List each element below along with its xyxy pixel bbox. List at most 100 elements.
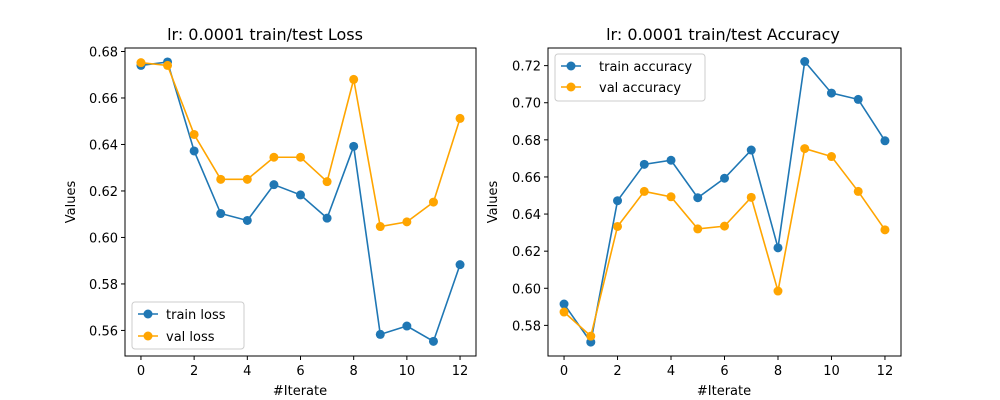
legend-train-loss-marker: [143, 309, 153, 319]
loss-chart-title: lr: 0.0001 train/test Loss: [167, 25, 363, 44]
x-tick-label: 2: [190, 364, 198, 379]
val-loss-point: [349, 74, 359, 84]
x-tick-label: 4: [243, 364, 251, 379]
loss-chart: lr: 0.0001 train/test Loss 0 2 4 6 8 10 12 0.56…: [64, 25, 477, 399]
val-accuracy-point: [853, 186, 863, 196]
val-loss-point: [402, 217, 412, 227]
train-loss-point: [322, 213, 332, 223]
train-accuracy-point: [666, 155, 676, 165]
y-tick-label: 0.66: [89, 92, 118, 107]
accuracy-chart-legend: train accuracy val accuracy: [554, 53, 706, 102]
val-loss-point: [322, 177, 332, 187]
x-tick-label: 0: [560, 364, 568, 379]
x-tick-label: 10: [399, 364, 416, 379]
y-tick-label: 0.58: [89, 278, 118, 293]
train-loss-point: [375, 329, 385, 339]
y-tick-label: 0.70: [512, 97, 541, 112]
val-accuracy-point: [800, 144, 810, 154]
legend-train-accuracy-marker: [566, 61, 576, 71]
legend-train-loss-label: train loss: [166, 308, 226, 323]
train-accuracy-point: [746, 145, 756, 155]
y-tick-label: 0.66: [512, 171, 541, 186]
x-tick-label: 12: [452, 364, 469, 379]
train-accuracy-point: [613, 196, 623, 206]
y-tick-label: 0.56: [89, 324, 118, 339]
loss-chart-frame: [124, 47, 477, 357]
loss-chart-series: [136, 57, 465, 346]
accuracy-chart-title: lr: 0.0001 train/test Accuracy: [606, 25, 840, 44]
legend-train-accuracy-label: train accuracy: [599, 60, 692, 75]
val-loss-point: [242, 174, 252, 184]
accuracy-chart: lr: 0.0001 train/test Accuracy 0 2 4 6 8 10 12…: [486, 25, 902, 399]
accuracy-chart-ticks: 0 2 4 6 8 10 12 0.58 0.60 0.62 0.64 0.66 0.68 0.70 0.7…: [512, 60, 893, 379]
y-tick-label: 0.62: [89, 185, 118, 200]
y-tick-label: 0.68: [89, 45, 118, 60]
y-tick-label: 0.68: [512, 134, 541, 149]
y-tick-label: 0.60: [89, 231, 118, 246]
val-accuracy-point: [666, 192, 676, 202]
y-tick-label: 0.60: [512, 282, 541, 297]
train-loss-point: [216, 209, 226, 219]
x-tick-label: 10: [823, 364, 840, 379]
legend-val-accuracy-marker: [566, 82, 576, 92]
x-tick-label: 2: [613, 364, 621, 379]
x-tick-label: 6: [720, 364, 728, 379]
y-tick-label: 0.64: [512, 208, 541, 223]
val-accuracy-point: [880, 225, 890, 235]
y-tick-label: 0.62: [512, 245, 541, 260]
val-loss-point: [375, 222, 385, 232]
val-accuracy-point: [613, 221, 623, 231]
x-tick-label: 12: [877, 364, 894, 379]
train-loss-point: [455, 260, 465, 270]
val-loss-point: [428, 197, 438, 207]
val-loss-point: [136, 58, 146, 68]
loss-chart-legend: train loss val loss: [131, 301, 245, 350]
val-accuracy-point: [559, 307, 569, 317]
val-loss-point: [296, 152, 305, 162]
accuracy-chart-y-axis-label: Values: [486, 181, 501, 224]
train-loss-point: [402, 321, 412, 331]
train-loss-point: [296, 190, 305, 200]
legend-val-loss-marker: [143, 331, 153, 341]
val-accuracy-point: [826, 152, 836, 162]
val-accuracy-point: [746, 192, 756, 202]
train-accuracy-point: [880, 136, 890, 146]
train-accuracy-point: [773, 243, 783, 253]
loss-chart-y-axis-label: Values: [64, 181, 79, 224]
x-tick-label: 8: [774, 364, 782, 379]
loss-chart-x-axis-label: #Iterate: [273, 384, 327, 399]
val-accuracy-point: [586, 331, 596, 341]
loss-chart-ticks: 0 2 4 6 8 10 12 0.56 0.58 0.60 0.62 0.64 0.66 0.68: [89, 45, 468, 379]
x-tick-label: 0: [137, 364, 145, 379]
train-loss-point: [428, 336, 438, 346]
train-accuracy-point: [720, 173, 729, 183]
accuracy-chart-frame: [547, 47, 902, 357]
val-loss-point: [455, 113, 465, 123]
val-accuracy-point: [639, 186, 649, 196]
train-accuracy-point: [800, 57, 810, 67]
train-accuracy-point: [693, 193, 703, 203]
accuracy-chart-x-axis-label: #Iterate: [697, 384, 751, 399]
train-loss-point: [242, 215, 252, 225]
train-accuracy-point: [559, 299, 569, 309]
val-loss-point: [216, 174, 226, 184]
val-accuracy-point: [773, 286, 783, 296]
legend-val-accuracy-label: val accuracy: [599, 81, 681, 96]
train-loss-point: [349, 141, 359, 151]
y-tick-label: 0.64: [89, 138, 118, 153]
x-tick-label: 4: [667, 364, 675, 379]
train-loss-point: [189, 146, 199, 156]
legend-val-loss-label: val loss: [166, 330, 215, 345]
val-accuracy-point: [693, 224, 703, 234]
y-tick-label: 0.58: [512, 319, 541, 334]
train-accuracy-point: [853, 94, 863, 104]
val-loss-point: [189, 129, 199, 139]
accuracy-legend-box: [554, 53, 706, 102]
val-loss-point: [269, 152, 279, 162]
train-accuracy-point: [639, 159, 649, 169]
val-loss-point: [163, 60, 173, 70]
train-loss-point: [269, 180, 279, 190]
x-tick-label: 6: [296, 364, 304, 379]
val-accuracy-point: [720, 221, 729, 231]
accuracy-chart-series: [559, 57, 890, 347]
